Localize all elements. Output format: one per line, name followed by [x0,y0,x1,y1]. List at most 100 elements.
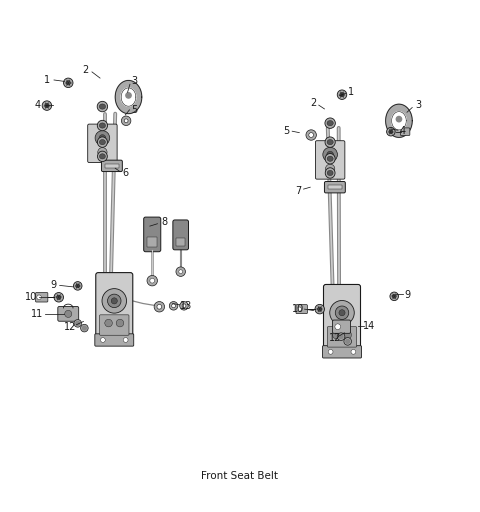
Circle shape [335,324,341,330]
FancyBboxPatch shape [101,160,122,172]
Circle shape [76,284,80,288]
Circle shape [328,350,333,354]
Circle shape [323,147,337,162]
Circle shape [81,324,88,332]
Circle shape [351,350,356,354]
Text: 13: 13 [180,301,192,311]
Circle shape [346,339,349,344]
Circle shape [306,130,316,140]
Circle shape [330,301,354,325]
Circle shape [95,131,110,145]
Circle shape [309,133,313,137]
Circle shape [57,295,61,300]
Ellipse shape [99,123,106,128]
Circle shape [154,302,165,312]
Circle shape [54,292,63,302]
Circle shape [339,335,343,338]
Circle shape [182,304,186,308]
Ellipse shape [327,120,333,126]
Text: 2: 2 [311,98,317,108]
Circle shape [116,319,124,327]
Circle shape [392,294,396,298]
Circle shape [63,78,73,88]
Ellipse shape [99,140,106,145]
Ellipse shape [325,168,335,178]
Circle shape [108,294,121,308]
Circle shape [100,337,105,343]
Circle shape [37,295,41,300]
Bar [328,185,342,189]
FancyBboxPatch shape [327,327,357,347]
Circle shape [102,289,127,313]
FancyBboxPatch shape [95,334,134,346]
FancyBboxPatch shape [144,217,161,252]
FancyBboxPatch shape [315,141,345,179]
FancyBboxPatch shape [323,346,361,358]
Circle shape [325,164,335,174]
FancyBboxPatch shape [99,315,129,335]
Circle shape [176,267,185,276]
FancyBboxPatch shape [96,272,133,339]
Text: 4: 4 [35,100,40,110]
Ellipse shape [325,137,335,147]
Circle shape [45,103,49,108]
Ellipse shape [97,101,108,112]
Circle shape [180,302,188,310]
Circle shape [73,282,82,290]
Text: 1: 1 [44,75,50,85]
Text: 12: 12 [329,333,341,343]
Circle shape [147,275,157,286]
Ellipse shape [99,154,105,159]
Text: 7: 7 [295,185,301,196]
Text: 3: 3 [415,100,421,110]
Circle shape [99,135,106,141]
Circle shape [98,147,107,157]
Text: 6: 6 [122,168,128,178]
Text: 14: 14 [363,321,376,331]
Ellipse shape [97,151,108,162]
Circle shape [121,116,131,125]
Circle shape [105,319,112,327]
Circle shape [344,331,351,339]
Polygon shape [385,104,412,137]
Circle shape [297,307,301,311]
Bar [176,238,185,246]
Circle shape [344,337,351,345]
Ellipse shape [325,118,336,129]
Circle shape [157,305,162,309]
Circle shape [123,337,128,343]
Ellipse shape [325,154,335,164]
Text: 8: 8 [161,217,167,227]
FancyBboxPatch shape [58,307,79,321]
Circle shape [42,101,52,111]
Text: 5: 5 [283,126,289,136]
Text: 11: 11 [31,309,44,319]
FancyBboxPatch shape [324,285,360,351]
Circle shape [315,305,324,314]
Circle shape [340,93,344,97]
Circle shape [111,298,117,304]
Circle shape [83,326,86,330]
Circle shape [76,322,80,325]
Ellipse shape [327,140,333,145]
Circle shape [169,302,178,310]
Circle shape [337,333,345,340]
Circle shape [179,270,182,273]
FancyBboxPatch shape [400,128,410,136]
Text: 9: 9 [405,290,410,300]
Text: 2: 2 [83,65,89,75]
Circle shape [126,93,131,98]
Circle shape [318,307,322,311]
FancyBboxPatch shape [36,292,48,302]
Bar [105,164,119,168]
Text: 1: 1 [348,88,355,97]
Text: 9: 9 [50,281,57,290]
Ellipse shape [327,156,333,161]
Circle shape [333,331,340,339]
Text: 4: 4 [400,126,406,136]
Circle shape [327,151,334,158]
FancyBboxPatch shape [88,124,117,162]
Circle shape [74,319,82,327]
Circle shape [386,127,395,136]
Ellipse shape [327,170,333,176]
